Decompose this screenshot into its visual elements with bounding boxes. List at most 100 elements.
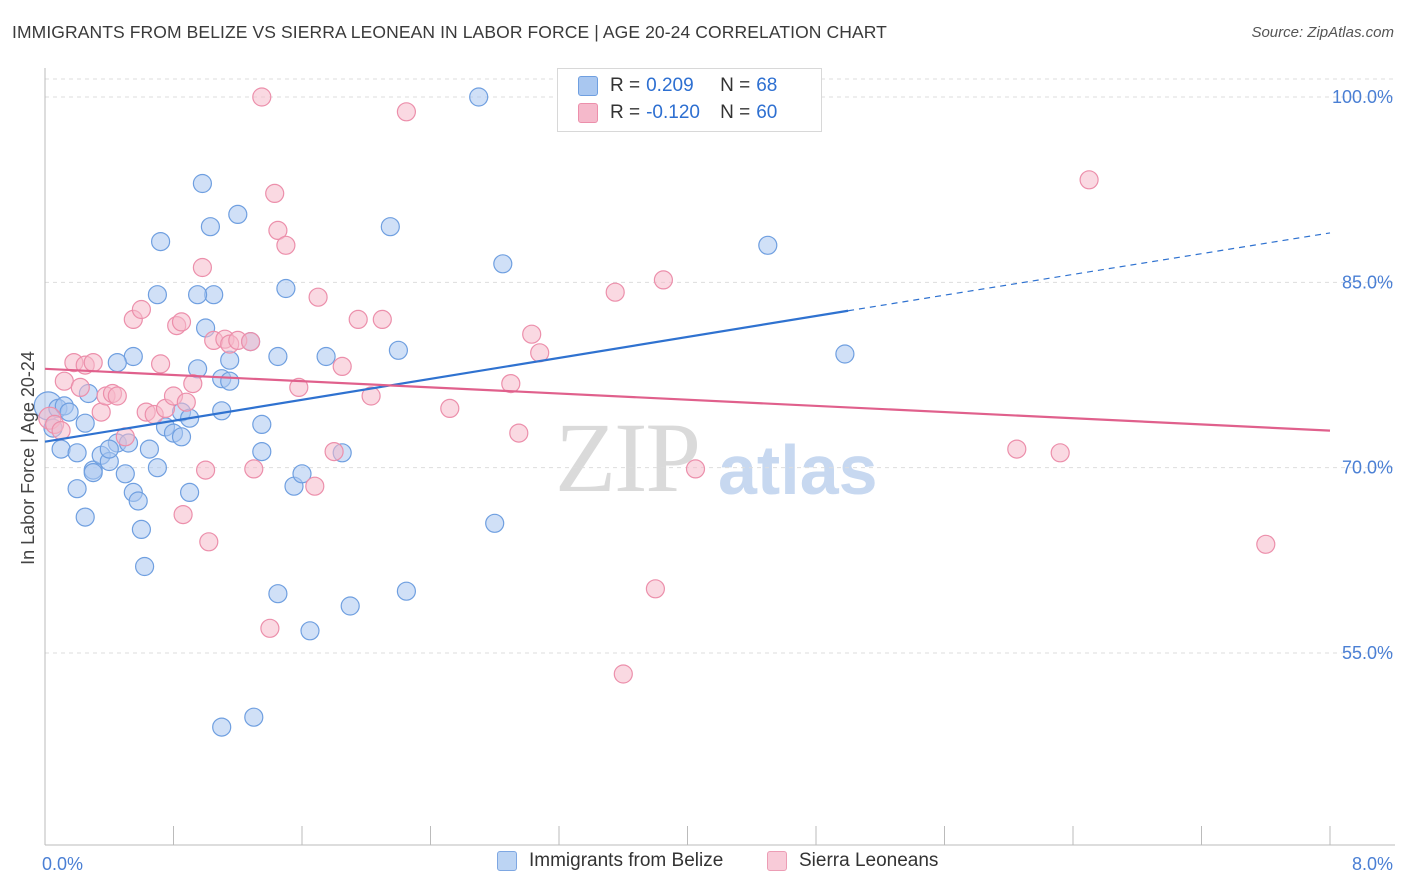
point-belize	[51, 439, 71, 459]
point-sierra-leonean	[244, 459, 264, 479]
point-sierra-leonean	[324, 442, 344, 462]
point-sierra-leonean	[176, 392, 196, 412]
data-points	[33, 87, 1276, 737]
chart-source: Source: ZipAtlas.com	[1251, 24, 1394, 41]
point-belize	[75, 507, 95, 527]
legend-r-label: R =	[610, 75, 641, 96]
point-belize	[200, 217, 220, 237]
point-sierra-leonean	[1050, 443, 1070, 463]
point-belize	[59, 402, 79, 422]
point-sierra-leonean	[332, 356, 352, 376]
legend-swatch-blue	[578, 76, 598, 96]
point-belize	[147, 458, 167, 478]
legend-row-sierra: R = -0.120 N = 60	[578, 101, 777, 125]
point-belize	[128, 491, 148, 511]
point-sierra-leonean	[51, 421, 71, 441]
point-sierra-leonean	[268, 220, 288, 240]
point-sierra-leonean	[501, 374, 521, 394]
point-sierra-leonean	[131, 299, 151, 320]
point-belize	[276, 278, 296, 299]
point-belize	[396, 581, 416, 601]
tick-labels: 55.0% 70.0% 85.0% 100.0% 0.0% 8.0%	[42, 87, 1393, 874]
point-sierra-leonean	[173, 504, 193, 525]
point-sierra-leonean	[196, 460, 216, 480]
point-belize	[180, 482, 200, 502]
y-tick-label: 100.0%	[1332, 87, 1393, 107]
x-tick-label: 8.0%	[1352, 854, 1393, 874]
point-sierra-leonean	[151, 354, 171, 374]
point-belize	[340, 596, 360, 616]
point-belize	[147, 285, 167, 305]
point-belize	[135, 556, 155, 577]
point-belize	[268, 584, 288, 604]
point-sierra-leonean	[440, 398, 460, 418]
bottom-legend-label-belize: Immigrants from Belize	[529, 850, 724, 871]
legend-r-label: R =	[610, 102, 641, 123]
point-belize	[220, 350, 240, 370]
point-belize	[139, 439, 159, 459]
point-sierra-leonean	[83, 353, 103, 373]
point-belize	[107, 353, 127, 373]
point-sierra-leonean	[183, 374, 203, 394]
point-sierra-leonean	[348, 309, 368, 329]
point-belize	[469, 87, 489, 107]
point-sierra-leonean	[509, 423, 529, 443]
legend-n-label: N =	[720, 75, 751, 96]
point-belize	[758, 235, 778, 255]
point-belize	[212, 717, 232, 737]
bottom-legend-swatch-blue	[497, 851, 517, 871]
point-belize	[388, 340, 408, 360]
y-tick-label: 70.0%	[1342, 458, 1393, 478]
point-sierra-leonean	[107, 386, 127, 406]
trend-lines	[44, 232, 1331, 443]
point-sierra-leonean	[372, 309, 392, 329]
legend-n-value: 60	[756, 102, 778, 123]
point-belize	[493, 254, 513, 274]
y-tick-label: 55.0%	[1342, 643, 1393, 663]
point-sierra-leonean	[289, 377, 309, 397]
watermark-atlas: atlas	[718, 431, 878, 509]
point-belize	[292, 464, 312, 484]
point-sierra-leonean	[54, 371, 74, 391]
point-sierra-leonean	[252, 87, 272, 107]
point-sierra-leonean	[70, 377, 90, 397]
point-sierra-leonean	[361, 386, 381, 406]
point-sierra-leonean	[1007, 439, 1027, 459]
trend-line-belize	[44, 309, 849, 443]
point-belize	[115, 464, 135, 484]
point-belize	[204, 285, 224, 305]
bottom-legend-swatch-pink	[767, 851, 787, 871]
trend-line-sierra-leonean	[44, 367, 1331, 432]
point-sierra-leonean	[276, 235, 296, 255]
grid-lines	[45, 78, 1395, 654]
point-sierra-leonean	[613, 664, 633, 684]
point-sierra-leonean	[192, 257, 212, 278]
point-sierra-leonean	[645, 579, 666, 599]
point-belize	[67, 443, 87, 463]
legend-n-value: 68	[756, 75, 778, 96]
legend-swatch-pink	[578, 103, 598, 123]
point-belize	[151, 232, 171, 252]
point-sierra-leonean	[91, 402, 111, 422]
point-sierra-leonean	[199, 532, 219, 552]
point-belize	[123, 346, 143, 367]
trend-line-belize-extension	[848, 232, 1331, 312]
point-belize	[300, 621, 320, 641]
point-sierra-leonean	[1079, 170, 1099, 190]
x-tick-label: 0.0%	[42, 854, 83, 874]
point-belize	[268, 346, 288, 367]
point-sierra-leonean	[260, 618, 280, 638]
point-belize	[67, 479, 87, 499]
point-belize	[252, 442, 272, 462]
chart-title: IMMIGRANTS FROM BELIZE VS SIERRA LEONEAN…	[12, 22, 887, 42]
point-sierra-leonean	[308, 287, 328, 307]
y-tick-label: 85.0%	[1342, 272, 1393, 292]
legend-row-belize: R = 0.209 N = 68	[578, 74, 777, 98]
point-belize	[380, 217, 400, 237]
point-belize	[192, 173, 212, 194]
point-belize	[220, 371, 240, 391]
bottom-legend-label-sierra: Sierra Leoneans	[799, 850, 939, 871]
point-belize	[835, 344, 855, 364]
point-sierra-leonean	[241, 332, 261, 352]
point-belize	[485, 513, 505, 533]
